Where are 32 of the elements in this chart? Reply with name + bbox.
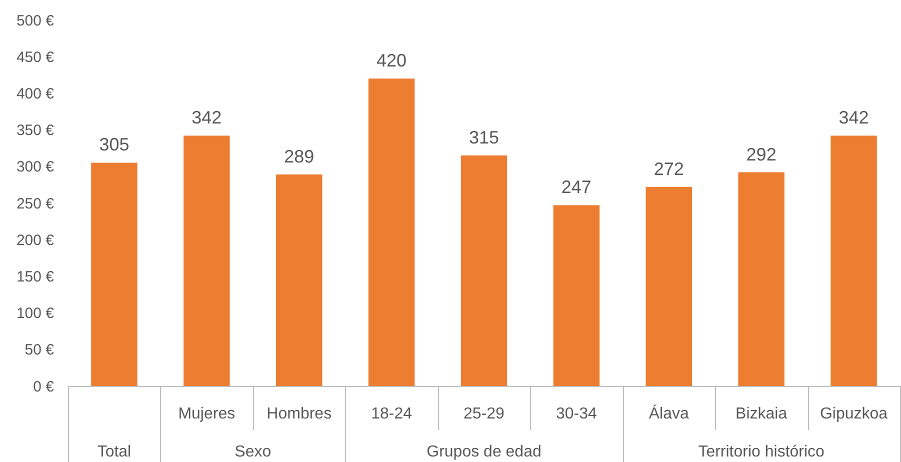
- y-tick-label: 150 €: [16, 268, 55, 286]
- x-tick-label: Álava: [648, 404, 689, 423]
- y-tick-label: 0 €: [33, 378, 55, 396]
- data-label: 420: [376, 50, 407, 71]
- x-tick-label: 25-29: [464, 406, 505, 423]
- x-axis-title: Sexo: [234, 444, 272, 461]
- y-tick-label: 50 €: [24, 342, 55, 359]
- x-tick-label: 18-24: [371, 406, 412, 423]
- y-tick-label: 250 €: [16, 195, 55, 212]
- y-tick-label: 400 €: [16, 85, 55, 102]
- y-tick-label: 450 €: [16, 48, 55, 66]
- x-tick-label: Bizkaia: [736, 406, 788, 423]
- x-axis-title: Grupos de edad: [426, 444, 542, 461]
- y-tick-label: 500 €: [16, 12, 55, 30]
- x-tick-label: Gipuzkoa: [820, 406, 888, 423]
- x-tick-label: Hombres: [266, 406, 332, 423]
- data-label: 292: [746, 144, 776, 164]
- data-label: 342: [838, 108, 869, 128]
- data-label: 247: [561, 177, 592, 198]
- data-label: 305: [99, 134, 130, 155]
- data-label: 289: [284, 146, 314, 166]
- x-tick-label: Mujeres: [178, 406, 236, 423]
- y-tick-label: 300 €: [16, 158, 55, 176]
- data-label: 272: [654, 158, 684, 179]
- y-tick-label: 350 €: [16, 122, 55, 140]
- y-tick-label: 200 €: [16, 232, 55, 249]
- x-axis-title: Territorio histórico: [698, 444, 825, 461]
- data-label: 342: [192, 108, 222, 128]
- y-tick-label: 100 €: [16, 305, 55, 322]
- x-tick-label: 30-34: [556, 406, 598, 423]
- data-label: 315: [468, 127, 500, 148]
- x-axis-title: Total: [97, 444, 132, 461]
